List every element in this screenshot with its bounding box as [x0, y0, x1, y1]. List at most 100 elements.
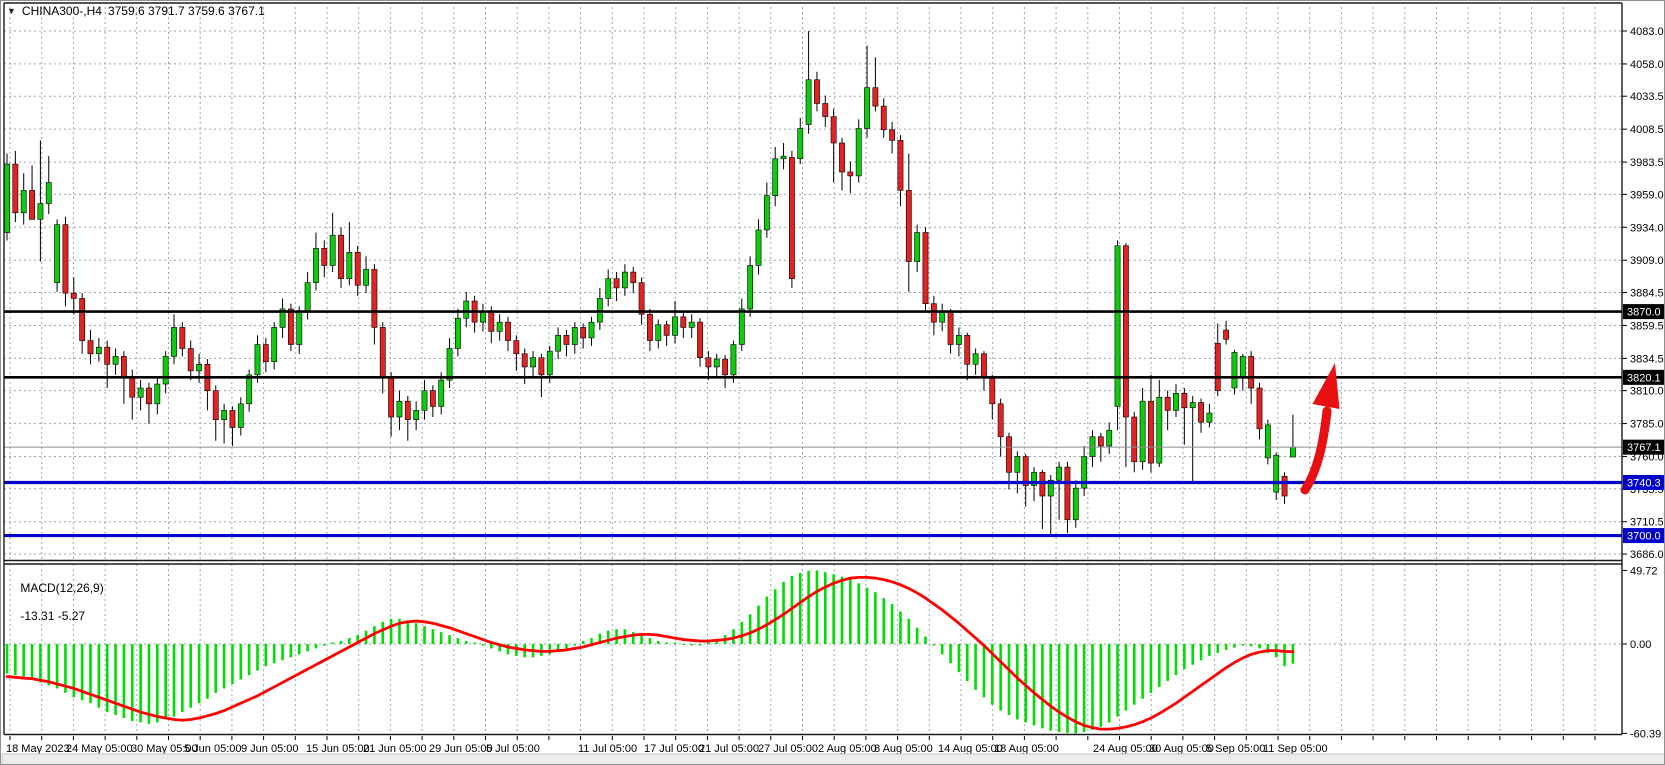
svg-text:49.72: 49.72: [1630, 565, 1658, 577]
bear-candle: [580, 327, 587, 339]
price-badge: [1623, 474, 1664, 490]
bear-candle: [404, 400, 411, 420]
time-axis-label: 5 Sep 05:00: [1206, 743, 1265, 755]
bull-candle: [730, 344, 737, 376]
bear-candle: [905, 190, 912, 262]
bear-candle: [1097, 436, 1104, 447]
bear-candle: [379, 327, 386, 378]
bear-candle: [388, 377, 394, 418]
bear-candle: [104, 346, 111, 365]
bear-candle: [12, 163, 19, 214]
bull-candle: [154, 383, 161, 405]
time-axis-label: 21 Jun 05:00: [363, 743, 427, 755]
bull-candle: [914, 232, 921, 262]
bear-candle: [638, 282, 645, 315]
bear-candle: [964, 335, 971, 365]
bear-candle: [930, 303, 937, 323]
bear-candle: [839, 142, 845, 173]
bull-candle: [738, 308, 745, 345]
bull-candle: [413, 410, 420, 420]
macd-indicator-label: MACD(12,26,9) -13.31 -5.27: [7, 567, 104, 637]
bear-candle: [1248, 356, 1255, 389]
bear-candle: [1181, 392, 1188, 409]
bull-candle: [45, 182, 52, 204]
bear-candle: [630, 271, 637, 283]
svg-text:4033.5: 4033.5: [1630, 91, 1664, 103]
time-axis-label: 21 Jul 05:00: [699, 743, 759, 755]
bear-candle: [212, 390, 219, 420]
bear-candle: [981, 353, 987, 378]
bear-candle: [62, 224, 69, 294]
bear-candle: [947, 311, 954, 345]
bull-candle: [655, 324, 662, 341]
bull-candle: [4, 163, 10, 233]
time-axis-label: 5 Jul 05:00: [486, 743, 540, 755]
bear-candle: [1198, 402, 1204, 423]
up-arrow-annotation[interactable]: [1300, 363, 1340, 495]
bull-candle: [54, 224, 60, 283]
bull-candle: [446, 348, 453, 381]
bear-candle: [1039, 472, 1046, 497]
bull-candle: [1231, 352, 1238, 389]
bull-candle: [112, 356, 119, 365]
svg-text:3820.1: 3820.1: [1627, 372, 1661, 384]
bull-candle: [1089, 436, 1096, 457]
bottom-strip: [1, 753, 1664, 764]
bear-candle: [663, 324, 670, 336]
time-axis-label: 27 Jul 05:00: [758, 743, 818, 755]
bull-candle: [1081, 456, 1088, 489]
svg-text:3983.5: 3983.5: [1630, 157, 1664, 169]
bear-candle: [1214, 342, 1221, 391]
bear-candle: [814, 79, 820, 104]
bull-candle: [672, 316, 678, 336]
bear-candle: [722, 358, 728, 376]
bull-candle: [621, 271, 628, 289]
bull-candle: [755, 229, 762, 266]
bull-candle: [797, 128, 804, 160]
bull-candle: [864, 87, 870, 129]
bear-candle: [371, 269, 378, 328]
bull-candle: [571, 327, 578, 345]
bear-candle: [997, 403, 1004, 438]
macd-name: MACD(12,26,9): [20, 581, 104, 595]
bull-candle: [37, 203, 44, 220]
arrow-shaft: [1300, 406, 1332, 495]
svg-text:3834.5: 3834.5: [1630, 353, 1664, 365]
bear-candle: [146, 387, 152, 405]
ohlc-readout: 3759.6 3791.7 3759.6 3767.1: [107, 4, 265, 18]
bear-candle: [1006, 436, 1012, 473]
symbol-dropdown-icon[interactable]: ▼: [7, 6, 16, 16]
bull-candle: [1239, 356, 1246, 378]
bear-candle: [70, 292, 77, 299]
bear-candle: [488, 311, 495, 332]
bear-candle: [705, 357, 712, 368]
bear-candle: [338, 234, 344, 279]
bear-candle: [1131, 416, 1138, 463]
bull-candle: [1031, 472, 1037, 486]
horizontal-level-lines[interactable]: [4, 310, 1622, 538]
bear-candle: [897, 140, 904, 191]
bear-candle: [647, 313, 653, 341]
bear-candle: [847, 171, 854, 177]
bull-candle: [1189, 402, 1196, 409]
svg-text:3959.0: 3959.0: [1630, 189, 1664, 201]
bull-candle: [713, 358, 720, 368]
bull-candle: [1156, 396, 1163, 464]
svg-text:0.00: 0.00: [1630, 639, 1651, 651]
bear-candle: [429, 390, 436, 407]
bear-candle: [1281, 475, 1288, 497]
bull-candle: [855, 128, 862, 177]
svg-text:4058.0: 4058.0: [1630, 59, 1664, 71]
svg-text:4083.0: 4083.0: [1630, 26, 1664, 38]
bear-candle: [1223, 329, 1229, 340]
bull-candle: [555, 335, 561, 352]
bear-candle: [1022, 456, 1029, 486]
bull-candle: [171, 327, 177, 357]
bear-candle: [613, 278, 620, 289]
bull-candle: [363, 269, 369, 286]
time-axis-label: 14 Aug 05:00: [938, 743, 1003, 755]
bear-candle: [129, 377, 136, 398]
bear-candle: [229, 410, 236, 428]
